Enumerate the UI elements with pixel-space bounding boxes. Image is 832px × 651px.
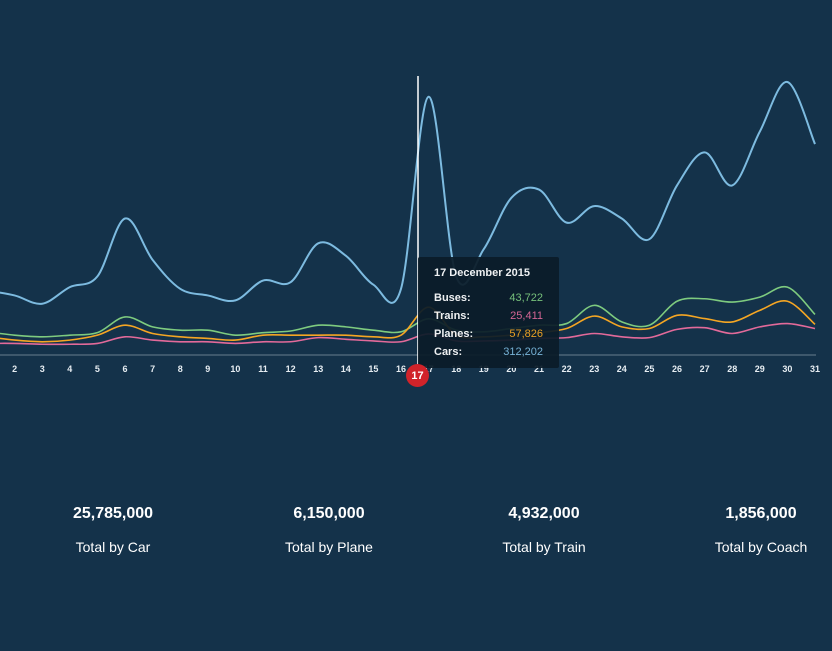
tooltip-title: 17 December 2015 xyxy=(434,267,531,279)
series-line-trains xyxy=(0,322,816,346)
x-tick-label: 18 xyxy=(451,364,461,374)
x-tick-label: 25 xyxy=(644,364,654,374)
tooltip-value: 57,826 xyxy=(509,328,543,340)
tooltip-label: Trains: xyxy=(434,310,471,322)
total-value: 4,932,000 xyxy=(508,505,580,522)
x-tick-label: 21 xyxy=(534,364,544,374)
series-line-planes xyxy=(0,300,816,343)
x-tick-label: 29 xyxy=(755,364,765,374)
tooltip-row-trains: Trains: 25,411 xyxy=(434,307,543,325)
x-tick-label: 11 xyxy=(258,364,268,374)
x-tick-label: 17 xyxy=(424,364,434,374)
x-tick-label: 9 xyxy=(205,364,210,374)
selected-day-badge[interactable]: 17 xyxy=(406,364,429,387)
tooltip-row-buses: Buses: 43,722 xyxy=(434,289,543,307)
x-tick-label: 30 xyxy=(782,364,792,374)
x-tick-label: 19 xyxy=(479,364,489,374)
series-line-cars xyxy=(0,81,816,305)
x-tick-label: 7 xyxy=(150,364,155,374)
x-tick-label: 22 xyxy=(562,364,572,374)
line-chart: 2 3 4 5 6 7 8 9 10 11 12 13 14 15 16 17 18 19 20 21 22 23 24 25… xyxy=(0,76,820,374)
total-value: 6,150,000 xyxy=(293,505,365,522)
total-coach: 1,856,000 Total by Coach xyxy=(671,505,832,555)
total-value: 25,785,000 xyxy=(72,505,154,522)
x-tick-label: 4 xyxy=(67,364,72,374)
x-tick-label: 27 xyxy=(700,364,710,374)
total-label: Total by Coach xyxy=(714,539,808,555)
x-tick-label: 10 xyxy=(230,364,240,374)
x-tick-label: 15 xyxy=(368,364,378,374)
x-tick-label: 24 xyxy=(617,364,627,374)
tooltip-value: 25,411 xyxy=(510,310,543,322)
x-tick-label: 14 xyxy=(341,364,351,374)
total-train: 4,932,000 Total by Train xyxy=(454,505,634,555)
x-tick-label: 26 xyxy=(672,364,682,374)
tooltip-label: Planes: xyxy=(434,328,474,340)
total-label: Total by Plane xyxy=(285,539,373,555)
x-tick-label: 3 xyxy=(40,364,45,374)
total-car: 25,785,000 Total by Car xyxy=(23,505,203,555)
x-tick-label: 16 xyxy=(396,364,406,374)
x-tick-label: 8 xyxy=(178,364,183,374)
tooltip: 17 December 2015 Buses: 43,722 Trains: 2… xyxy=(418,257,559,368)
x-tick-label: 2 xyxy=(12,364,17,374)
x-tick-label: 31 xyxy=(810,364,820,374)
total-value: 1,856,000 xyxy=(725,505,797,522)
tooltip-value: 43,722 xyxy=(509,292,543,304)
x-tick-label: 20 xyxy=(506,364,516,374)
x-tick-label: 23 xyxy=(589,364,599,374)
total-plane: 6,150,000 Total by Plane xyxy=(239,505,419,555)
tooltip-label: Cars: xyxy=(434,346,463,358)
x-tick-label: 13 xyxy=(313,364,323,374)
x-tick-label: 5 xyxy=(95,364,100,374)
total-label: Total by Car xyxy=(75,539,151,555)
x-tick-label: 6 xyxy=(122,364,127,374)
tooltip-row-planes: Planes: 57,826 xyxy=(434,325,543,343)
series-line-buses xyxy=(0,285,816,338)
total-label: Total by Train xyxy=(502,539,586,555)
x-tick-label: 12 xyxy=(286,364,296,374)
tooltip-label: Buses: xyxy=(434,292,471,304)
tooltip-value: 312,202 xyxy=(503,346,543,358)
x-tick-label: 28 xyxy=(727,364,737,374)
tooltip-row-cars: Cars: 312,202 xyxy=(434,343,543,361)
